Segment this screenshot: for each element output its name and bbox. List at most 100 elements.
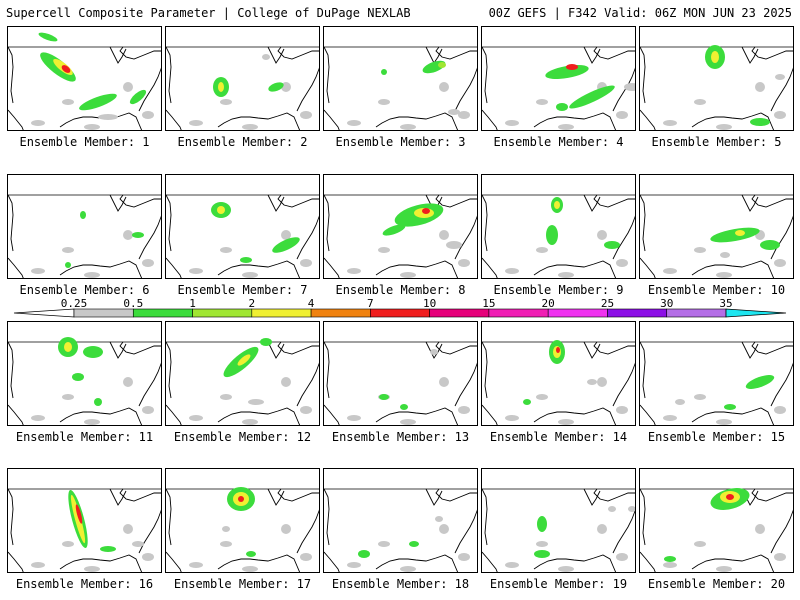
low-value-patch xyxy=(458,553,470,561)
ensemble-map-panel xyxy=(323,321,478,426)
coastline xyxy=(8,551,24,572)
parameter-contour xyxy=(382,224,406,236)
parameter-contour xyxy=(422,208,430,214)
low-value-patch xyxy=(300,111,312,119)
colorbar-segment xyxy=(132,308,193,318)
coastline xyxy=(751,488,793,502)
coastline xyxy=(59,407,143,425)
coastline xyxy=(435,488,477,502)
coastline xyxy=(454,362,477,407)
parameter-contour xyxy=(523,399,531,405)
map-canvas xyxy=(166,338,319,425)
ensemble-map-panel xyxy=(323,174,478,279)
low-value-patch xyxy=(242,124,258,130)
parameter-contour xyxy=(760,240,780,250)
low-value-patch xyxy=(347,562,361,568)
coastline xyxy=(296,215,319,260)
coastline xyxy=(612,509,635,554)
ensemble-map-panel xyxy=(323,468,478,573)
coastline xyxy=(109,46,127,64)
ensemble-map-panel xyxy=(323,26,478,131)
ensemble-map-panel xyxy=(639,468,794,573)
colorbar-tick-label: 0.25 xyxy=(60,297,88,310)
low-value-patch xyxy=(242,272,258,278)
coastline xyxy=(296,509,319,554)
map-canvas xyxy=(324,46,477,130)
coastline xyxy=(691,260,775,278)
parameter-contour xyxy=(379,394,389,400)
low-value-patch xyxy=(716,272,732,278)
coastline xyxy=(166,109,182,130)
low-value-patch xyxy=(62,394,74,400)
parameter-contour xyxy=(262,54,270,60)
colorbar-segment xyxy=(666,308,727,318)
ensemble-member-caption: Ensemble Member: 19 xyxy=(489,577,628,591)
low-value-patch xyxy=(536,394,548,400)
ensemble-member-caption: Ensemble Member: 17 xyxy=(173,577,312,591)
parameter-contour xyxy=(260,338,272,346)
coastline xyxy=(425,341,443,359)
coastline xyxy=(8,109,24,130)
map-canvas xyxy=(640,194,793,278)
colorbar-tick-label: 25 xyxy=(600,297,615,310)
coastline xyxy=(324,551,340,572)
coastline xyxy=(533,260,617,278)
low-value-patch xyxy=(663,120,677,126)
parameter-contour xyxy=(272,237,300,253)
colorbar-segment xyxy=(488,308,549,318)
coastline xyxy=(166,46,172,104)
coastline xyxy=(435,194,477,208)
coastline xyxy=(691,554,775,572)
low-value-patch xyxy=(347,120,361,126)
parameter-contour xyxy=(556,347,560,353)
parameter-contour xyxy=(566,64,578,70)
ensemble-member-caption: Ensemble Member: 13 xyxy=(331,430,470,444)
map-canvas xyxy=(640,341,793,425)
coastline xyxy=(741,341,759,359)
parameter-contour xyxy=(238,496,244,502)
parameter-contour xyxy=(430,349,438,355)
low-value-patch xyxy=(597,524,607,534)
coastline xyxy=(375,112,459,130)
low-value-patch xyxy=(84,419,100,425)
ensemble-member-caption: Ensemble Member: 4 xyxy=(493,135,624,149)
map-canvas xyxy=(640,45,793,130)
low-value-patch xyxy=(378,247,390,253)
parameter-contour xyxy=(587,379,597,385)
low-value-patch xyxy=(439,524,449,534)
coastline xyxy=(454,509,477,554)
parameter-contour xyxy=(132,232,144,238)
low-value-patch xyxy=(663,268,677,274)
parameter-contour xyxy=(711,51,719,63)
low-value-patch xyxy=(536,541,548,547)
coastline xyxy=(166,551,182,572)
colorbar-segment xyxy=(429,308,490,318)
coastline xyxy=(640,488,646,546)
coastline xyxy=(8,404,24,425)
coastline xyxy=(8,257,24,278)
low-value-patch xyxy=(378,99,390,105)
low-value-patch xyxy=(439,230,449,240)
coastline xyxy=(770,362,793,407)
parameter-contour xyxy=(246,551,256,557)
parameter-contour xyxy=(537,516,547,532)
map-canvas xyxy=(640,488,793,572)
low-value-patch xyxy=(439,82,449,92)
low-value-patch xyxy=(694,541,706,547)
low-value-patch xyxy=(400,124,416,130)
ensemble-member-caption: Ensemble Member: 6 xyxy=(19,283,150,297)
low-value-patch xyxy=(505,120,519,126)
parameter-contour xyxy=(545,64,589,80)
low-value-patch xyxy=(142,111,154,119)
coastline xyxy=(296,67,319,112)
low-value-patch xyxy=(84,272,100,278)
parameter-contour xyxy=(546,225,558,245)
coastline xyxy=(593,488,635,502)
coastline xyxy=(109,341,127,359)
low-value-patch xyxy=(755,82,765,92)
coastline xyxy=(593,341,635,355)
ensemble-member-caption: Ensemble Member: 2 xyxy=(177,135,308,149)
coastline xyxy=(8,194,14,252)
coastline xyxy=(324,488,330,546)
coastline xyxy=(640,257,656,278)
